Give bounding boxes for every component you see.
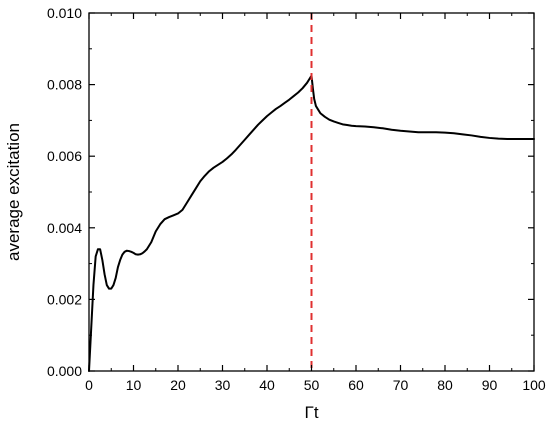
x-tick-label: 90 xyxy=(482,377,498,393)
y-tick-label: 0.004 xyxy=(47,220,82,236)
y-axis-label: average excitation xyxy=(4,123,23,261)
x-axis-label: Γt xyxy=(304,403,318,422)
x-tick-label: 70 xyxy=(393,377,409,393)
plot-frame xyxy=(88,12,535,372)
x-tick-label: 60 xyxy=(348,377,364,393)
y-tick-label: 0.010 xyxy=(47,5,82,21)
tick-labels: 0 10 20 30 40 50 60 70 80 90 100 0.000 0.002 0.004 0.0… xyxy=(47,5,546,393)
y-tick-label: 0.006 xyxy=(47,148,82,164)
x-tick-label: 40 xyxy=(259,377,275,393)
x-tick-label: 80 xyxy=(437,377,453,393)
y-tick-label: 0.008 xyxy=(47,77,82,93)
chart-marks xyxy=(88,13,535,372)
x-tick-label: 100 xyxy=(522,377,546,393)
x-tick-label: 0 xyxy=(85,377,93,393)
series-line-0 xyxy=(88,74,535,372)
y-tick-label: 0.000 xyxy=(47,363,82,379)
x-tick-label: 30 xyxy=(215,377,231,393)
y-tick-label: 0.002 xyxy=(47,291,82,307)
x-tick-label: 10 xyxy=(126,377,142,393)
x-tick-label: 50 xyxy=(304,377,320,393)
x-tick-label: 20 xyxy=(170,377,186,393)
